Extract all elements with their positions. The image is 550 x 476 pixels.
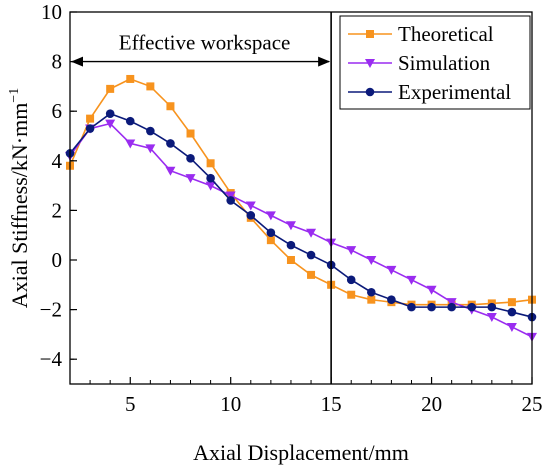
theoretical-point (146, 82, 155, 91)
workspace-annotation-label: Effective workspace (119, 31, 291, 55)
experimental-point (507, 307, 517, 317)
simulation-point (306, 228, 317, 238)
x-tick-label: 25 (522, 392, 543, 416)
series-experimental (65, 109, 537, 322)
simulation-point (406, 275, 417, 285)
theoretical-point (186, 129, 195, 138)
simulation-point (486, 313, 497, 323)
legend-marker (365, 87, 375, 97)
experimental-point (286, 240, 296, 250)
theoretical-point (166, 102, 175, 111)
legend-label: Experimental (398, 80, 511, 104)
plot-frame (69, 11, 533, 385)
series-theoretical (66, 74, 536, 309)
experimental-point (146, 126, 155, 136)
y-tick-label: 0 (52, 248, 63, 272)
simulation-point (145, 144, 156, 154)
y-tick-label: 8 (52, 50, 63, 74)
y-axis: −4 −2 0 2 4 6 8 10 (40, 0, 77, 371)
y-axis-title-main: Axial Stiffness/kN·mm (7, 103, 32, 309)
x-axis-title: Axial Displacement/mm (193, 440, 409, 465)
x-tick-label: 20 (421, 392, 442, 416)
experimental-point (467, 302, 477, 312)
experimental-point (125, 116, 135, 126)
theoretical-point (286, 256, 295, 264)
series-simulation (65, 119, 537, 342)
experimental-point (346, 275, 356, 285)
x-tick-label: 5 (125, 392, 136, 416)
simulation-line (69, 122, 533, 338)
y-tick-label: 6 (52, 99, 63, 123)
experimental-point (407, 302, 416, 312)
theoretical-point (86, 114, 95, 123)
theoretical-point (266, 236, 275, 245)
experimental-point (186, 154, 195, 163)
legend-item-experimental: Experimental (348, 80, 511, 104)
experimental-point (166, 139, 175, 148)
x-axis: 5 10 15 20 25 (69, 377, 543, 416)
experimental-point (226, 196, 235, 205)
experimental-point (105, 109, 115, 118)
x-tick-label: 10 (220, 392, 241, 416)
y-tick-label: 4 (52, 149, 63, 173)
legend-item-theoretical: Theoretical (348, 22, 494, 46)
legend-marker (365, 59, 375, 68)
experimental-point (246, 211, 256, 220)
experimental-point (266, 228, 276, 238)
simulation-point (125, 139, 136, 149)
theoretical-point (507, 298, 516, 307)
theoretical-line (69, 78, 533, 306)
series-layer (65, 74, 537, 342)
y-tick-label: 10 (41, 0, 62, 24)
simulation-point (245, 201, 256, 211)
experimental-point (487, 302, 497, 312)
theoretical-point (347, 290, 356, 299)
experimental-point (447, 302, 456, 312)
legend: Theoretical Simulation Experimental (339, 15, 531, 110)
theoretical-point (106, 84, 115, 93)
simulation-point (506, 322, 517, 332)
simulation-point (165, 166, 176, 176)
theoretical-point (307, 270, 316, 279)
experimental-point (306, 250, 316, 260)
legend-label: Simulation (398, 51, 491, 75)
simulation-point (185, 174, 196, 184)
simulation-point (346, 246, 357, 256)
y-axis-title: Axial Stiffness/kN·mm−1 (7, 88, 32, 308)
theoretical-point (367, 295, 376, 304)
experimental-line (69, 112, 533, 318)
simulation-point (285, 221, 296, 231)
theoretical-point (126, 74, 135, 83)
experimental-point (387, 295, 396, 304)
simulation-point (225, 191, 236, 201)
legend-item-simulation: Simulation (348, 51, 491, 75)
simulation-point (205, 181, 216, 191)
y-tick-label: −4 (40, 347, 63, 371)
simulation-point (366, 256, 377, 265)
simulation-point (386, 265, 397, 275)
simulation-point (446, 298, 457, 308)
y-tick-label: 2 (52, 198, 63, 222)
simulation-point (426, 285, 437, 295)
experimental-point (206, 173, 215, 183)
simulation-point (265, 211, 276, 221)
theoretical-point (206, 159, 215, 168)
y-axis-title-superscript: −1 (7, 88, 22, 103)
experimental-point (85, 124, 95, 133)
annotation-layer: Effective workspace (71, 12, 332, 384)
x-tick-label: 15 (321, 392, 342, 416)
experimental-point (367, 287, 376, 297)
experimental-point (427, 302, 436, 312)
legend-label: Theoretical (398, 22, 494, 46)
legend-marker (366, 30, 374, 38)
y-tick-label: −2 (40, 298, 62, 322)
simulation-point (105, 119, 116, 129)
